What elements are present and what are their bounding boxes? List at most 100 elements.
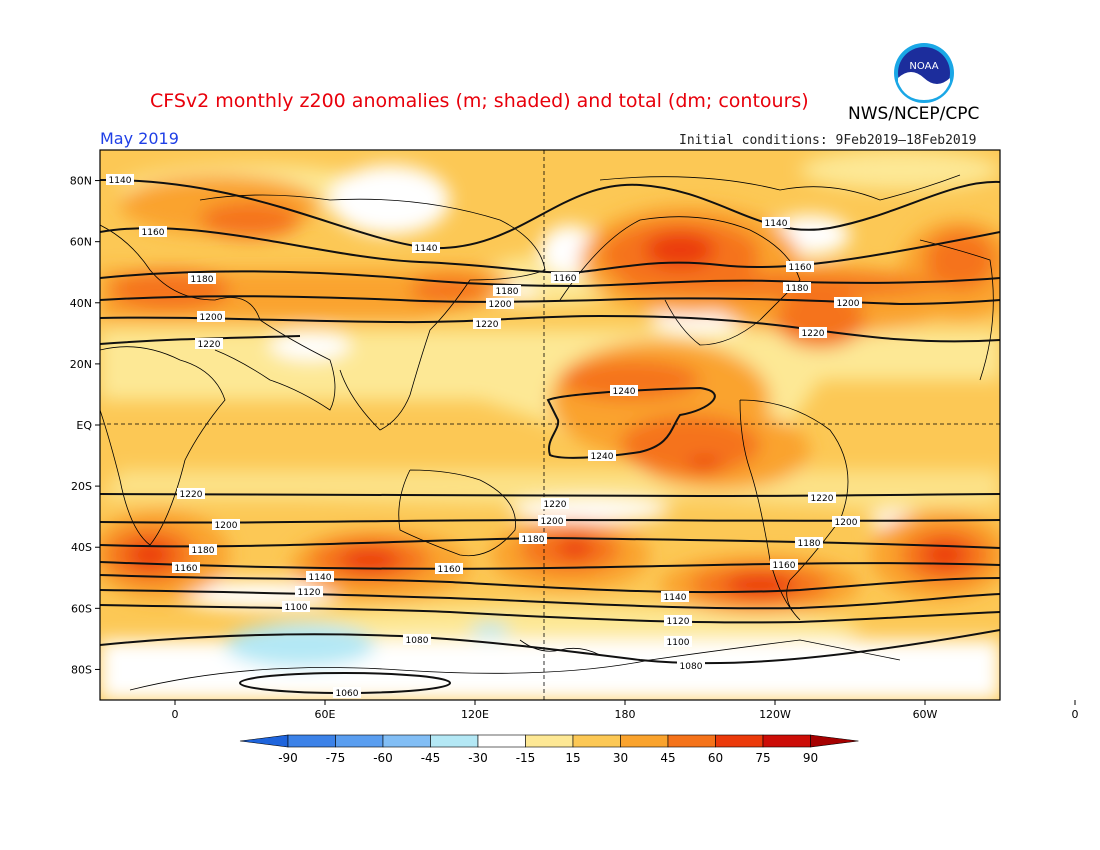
contour-label: 1200: [197, 311, 225, 323]
y-tick-label: 80S: [71, 663, 92, 676]
contour-label: 1100: [282, 601, 310, 613]
colorbar-label: 15: [565, 751, 580, 765]
contour-label: 1180: [493, 285, 521, 297]
contour-line: [100, 314, 1000, 343]
contour-label: 1140: [306, 571, 334, 583]
contour-label: 1160: [786, 261, 814, 273]
svg-text:1140: 1140: [309, 573, 332, 583]
x-tick-label: 60E: [315, 708, 336, 721]
contour-labels: 1140 1140 1140 1160 1160 1160 1180 1180 …: [106, 174, 862, 699]
contour-label: 1140: [661, 591, 689, 603]
svg-text:1220: 1220: [198, 340, 221, 350]
contour-line: [100, 561, 1000, 570]
contour-label: 1060: [333, 687, 361, 699]
contour-label: 1140: [762, 217, 790, 229]
svg-text:1120: 1120: [298, 588, 321, 598]
contour-label: 1120: [295, 586, 323, 598]
y-tick-label: EQ: [76, 419, 92, 432]
contour-label: 1160: [139, 226, 167, 238]
contour-line: [100, 604, 1000, 624]
contour-label: 1180: [795, 537, 823, 549]
contour-label: 1180: [188, 273, 216, 285]
svg-text:1160: 1160: [438, 565, 461, 575]
colorbar-label: 60: [708, 751, 723, 765]
y-tick-label: 80N: [70, 175, 92, 188]
svg-text:1220: 1220: [802, 329, 825, 339]
contour-label: 1180: [519, 533, 547, 545]
colorbar-label: -15: [516, 751, 536, 765]
contour-label: 1080: [403, 634, 431, 646]
colorbar-label: -30: [468, 751, 488, 765]
colorbar-swatch: [430, 734, 479, 748]
svg-text:1180: 1180: [522, 535, 545, 545]
organization-label: NWS/NCEP/CPC: [848, 104, 980, 124]
svg-text:1160: 1160: [789, 263, 812, 273]
svg-text:1140: 1140: [765, 219, 788, 229]
contour-label: 1140: [106, 174, 134, 186]
svg-text:1120: 1120: [667, 617, 690, 627]
svg-text:1100: 1100: [667, 638, 690, 648]
coastlines: [100, 174, 994, 691]
x-tick-label: 120E: [461, 708, 489, 721]
y-tick-label: 40N: [70, 297, 92, 310]
colorbar-label: -75: [326, 751, 346, 765]
contour-label: 1240: [610, 385, 638, 397]
x-tick-label: 180: [615, 708, 636, 721]
colorbar-end-low: [239, 734, 289, 748]
y-tick-label: 40S: [71, 541, 92, 554]
svg-text:1180: 1180: [496, 287, 519, 297]
contour-label: 1220: [541, 498, 569, 510]
svg-text:1180: 1180: [191, 275, 214, 285]
contour-label: 1160: [172, 562, 200, 574]
svg-text:1220: 1220: [476, 320, 499, 330]
colorbar-swatch: [335, 734, 384, 748]
svg-text:1160: 1160: [773, 561, 796, 571]
contour-label: 1220: [195, 338, 223, 350]
svg-text:1200: 1200: [489, 300, 512, 310]
colorbar-label: -90: [278, 751, 298, 765]
colorbar-label: -45: [421, 751, 441, 765]
colorbar-label: 75: [755, 751, 770, 765]
svg-text:1220: 1220: [180, 490, 203, 500]
colorbar-label: 30: [613, 751, 628, 765]
colorbar-swatch: [620, 734, 669, 748]
svg-text:1160: 1160: [142, 228, 165, 238]
svg-text:1200: 1200: [837, 299, 860, 309]
contour-label: 1100: [664, 636, 692, 648]
colorbar-swatch: [715, 734, 764, 748]
contour-label: 1120: [664, 615, 692, 627]
contour-label: 1240: [588, 450, 616, 462]
svg-text:1060: 1060: [336, 689, 359, 699]
contour-line: [100, 629, 1000, 665]
svg-text:1240: 1240: [591, 452, 614, 462]
colorbar-swatch: [572, 734, 621, 748]
svg-text:1080: 1080: [680, 662, 703, 672]
svg-text:1140: 1140: [664, 593, 687, 603]
colorbar-label: 90: [803, 751, 818, 765]
y-tick-label: 60S: [71, 602, 92, 615]
contour-line: [100, 574, 1000, 594]
colorbar-swatch: [382, 734, 431, 748]
colorbar-end-high: [810, 734, 859, 748]
colorbar-label: -60: [373, 751, 393, 765]
svg-text:1200: 1200: [215, 521, 238, 531]
x-axis: 0 60E 120E 180 120W 60W 0: [172, 700, 1079, 721]
svg-text:1200: 1200: [200, 313, 223, 323]
svg-text:1160: 1160: [554, 274, 577, 284]
contour-line: [100, 295, 1000, 306]
colorbar-swatch: [667, 734, 716, 748]
chart-title: CFSv2 monthly z200 anomalies (m; shaded)…: [150, 90, 809, 112]
x-tick-label: 0: [172, 708, 179, 721]
y-tick-label: 20N: [70, 358, 92, 371]
svg-text:1220: 1220: [811, 494, 834, 504]
contour-label: 1160: [770, 559, 798, 571]
contour-label: 1160: [551, 272, 579, 284]
contour-label: 1080: [677, 660, 705, 672]
svg-text:1180: 1180: [798, 539, 821, 549]
contour-label: 1200: [834, 297, 862, 309]
svg-text:1180: 1180: [786, 284, 809, 294]
y-axis: 80N 60N 40N 20N EQ 20S 40S 60S 80S: [70, 175, 100, 676]
contour-label: 1180: [783, 282, 811, 294]
contour-label: 1200: [212, 519, 240, 531]
svg-text:1200: 1200: [541, 517, 564, 527]
